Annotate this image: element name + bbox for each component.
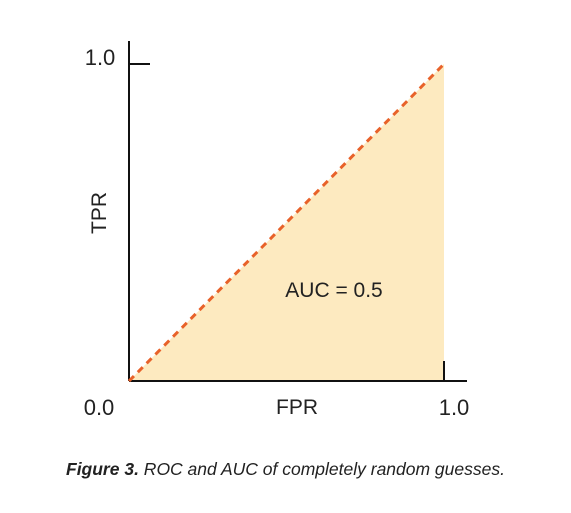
figure-caption: Figure 3. ROC and AUC of completely rand… — [0, 459, 571, 480]
y-tick-label-max: 1.0 — [85, 45, 116, 70]
y-axis-label: TPR — [88, 192, 111, 234]
auc-annotation: AUC = 0.5 — [285, 279, 382, 302]
x-tick-label-max: 1.0 — [439, 395, 470, 420]
auc-area — [129, 64, 444, 381]
roc-chart: 0.0 1.0 1.0 FPR TPR AUC = 0.5 — [84, 41, 470, 420]
x-tick-label-min: 0.0 — [84, 395, 115, 420]
x-axis-label: FPR — [276, 396, 318, 419]
figure-number: Figure 3. — [66, 459, 139, 479]
caption-text: ROC and AUC of completely random guesses… — [138, 459, 505, 479]
